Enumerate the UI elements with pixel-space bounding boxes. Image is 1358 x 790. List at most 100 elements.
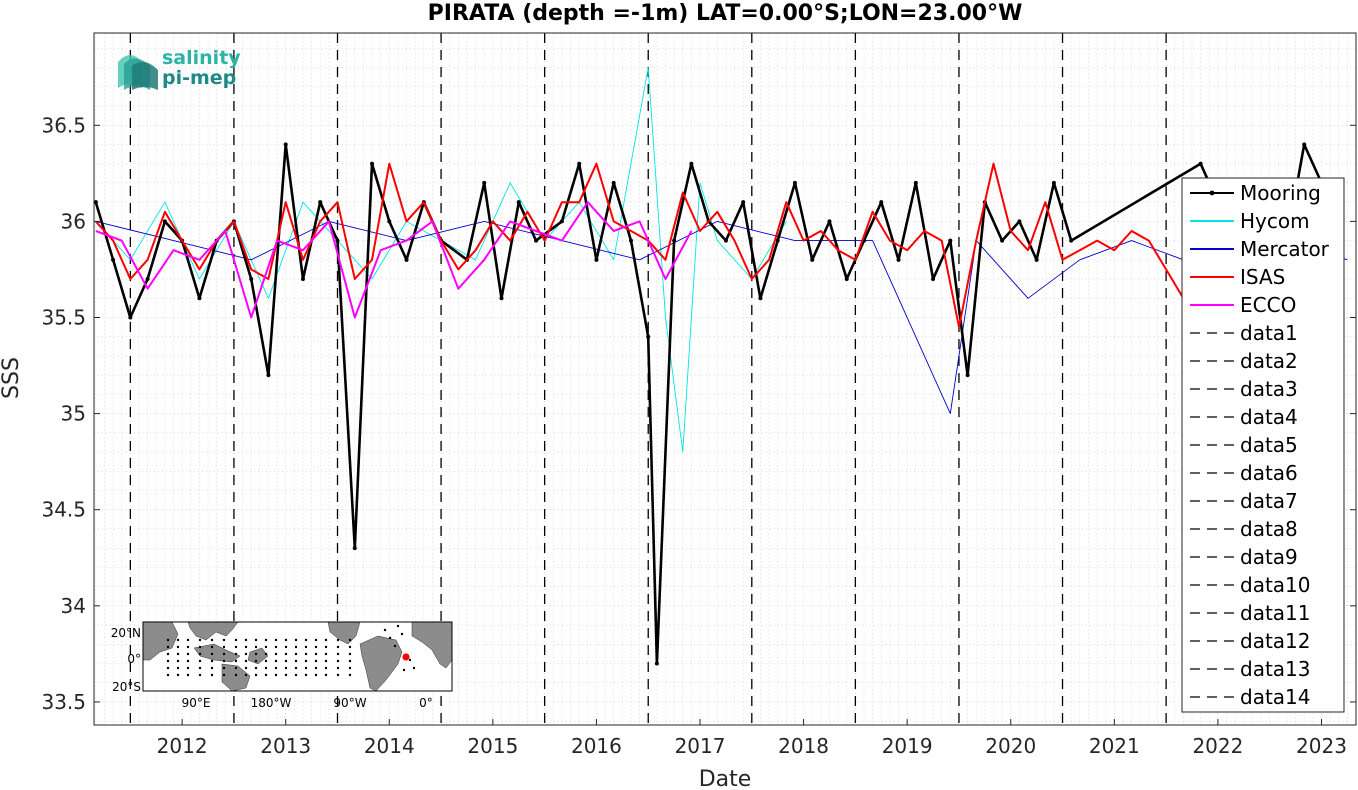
map-buoy-dot <box>166 666 170 670</box>
map-buoy-dot <box>284 652 288 656</box>
map-buoy-dot <box>284 645 288 649</box>
map-buoy-dot <box>186 673 190 677</box>
mooring-point <box>844 277 849 282</box>
map-buoy-dot <box>198 666 202 670</box>
legend-label: data12 <box>1240 629 1311 653</box>
legend-label: Mooring <box>1240 181 1321 205</box>
legend-label: data14 <box>1240 685 1311 709</box>
x-tick-label: 2013 <box>260 734 311 758</box>
map-buoy-dot <box>264 638 268 642</box>
x-tick-label: 2018 <box>778 734 829 758</box>
map-buoy-dot <box>166 673 170 677</box>
map-buoy-dot <box>314 673 318 677</box>
map-buoy-dot <box>324 659 328 663</box>
map-buoy-dot <box>254 638 258 642</box>
map-buoy-dot <box>244 659 248 663</box>
x-tick-label: 2014 <box>364 734 415 758</box>
legend-label: data10 <box>1240 573 1311 597</box>
map-buoy-dot <box>336 645 340 649</box>
map-buoy-dot <box>176 638 180 642</box>
legend-item-data10: data10 <box>1190 573 1311 597</box>
map-buoy-dot <box>348 659 352 663</box>
x-tick-label: 2015 <box>467 734 518 758</box>
map-buoy-dot <box>304 659 308 663</box>
map-buoy-dot <box>314 666 318 670</box>
map-buoy-dot <box>388 636 392 640</box>
mooring-point <box>197 296 202 301</box>
map-buoy-dot <box>324 673 328 677</box>
map-buoy-dot <box>166 638 170 642</box>
map-buoy-dot <box>284 659 288 663</box>
mooring-point <box>335 238 340 243</box>
mooring-point <box>896 257 901 262</box>
map-buoy-dot <box>210 666 214 670</box>
map-buoy-dot <box>274 638 278 642</box>
map-buoy-dot <box>198 659 202 663</box>
plot-border <box>93 32 1357 726</box>
map-buoy-dot <box>176 673 180 677</box>
map-lat-20n: 20°N <box>111 626 141 640</box>
map-buoy-dot <box>264 666 268 670</box>
map-buoy-dot <box>294 666 298 670</box>
legend-label: data3 <box>1240 377 1298 401</box>
map-buoy-dot <box>222 666 226 670</box>
map-buoy-dot <box>274 659 278 663</box>
map-buoy-dot <box>348 666 352 670</box>
map-buoy-dot <box>254 645 258 649</box>
map-buoy-dot <box>336 673 340 677</box>
map-buoy-dot <box>314 652 318 656</box>
x-tick-label: 2017 <box>675 734 726 758</box>
map-buoy-dot <box>284 638 288 642</box>
map-buoy-dot <box>294 638 298 642</box>
mooring-point <box>499 296 504 301</box>
y-tick-label: 35 <box>61 402 86 426</box>
mooring-point <box>1034 257 1039 262</box>
series-line-ecco <box>95 201 693 319</box>
map-buoy-dot <box>304 652 308 656</box>
map-buoy-dot <box>244 645 248 649</box>
map-buoy-dot <box>234 666 238 670</box>
map-buoy-dot <box>402 668 406 672</box>
mooring-point <box>1302 142 1307 147</box>
map-buoy-dot <box>222 673 226 677</box>
map-buoy-dot <box>234 659 238 663</box>
x-tick-label: 2023 <box>1296 734 1347 758</box>
mooring-point <box>404 257 409 262</box>
map-buoy-dot <box>222 638 226 642</box>
map-buoy-dot <box>254 652 258 656</box>
map-buoy-dot <box>244 673 248 677</box>
map-buoy-dot <box>198 673 202 677</box>
legend-item-data3: data3 <box>1190 377 1298 401</box>
map-buoy-dot <box>254 666 258 670</box>
inset-map-site-marker <box>402 653 410 661</box>
map-lat-20s: 20°S <box>112 680 141 694</box>
mooring-point <box>758 296 763 301</box>
map-buoy-dot <box>234 645 238 649</box>
mooring-point <box>370 161 375 166</box>
series-layer <box>94 67 1348 666</box>
x-axis-ticks: 2012 2013 2014 2015 2016 2017 2018 2019 2020 2021… <box>157 719 1347 758</box>
mooring-point <box>810 257 815 262</box>
mooring-point <box>931 277 936 282</box>
y-axis-ticks: 33.5 34 34.5 35 35.5 36 36.5 <box>41 113 1356 714</box>
legend-item-data1: data1 <box>1190 321 1298 345</box>
map-buoy-dot <box>284 673 288 677</box>
legend-item-data5: data5 <box>1190 433 1298 457</box>
map-buoy-dot <box>336 638 340 642</box>
mooring-point <box>913 180 918 185</box>
x-axis-label: Date <box>699 767 752 790</box>
map-buoy-dot <box>348 645 352 649</box>
map-buoy-dot <box>412 666 416 670</box>
map-buoy-dot <box>176 666 180 670</box>
mooring-point <box>1051 180 1056 185</box>
mooring-point <box>1198 161 1203 166</box>
legend-label: Hycom <box>1240 209 1310 233</box>
map-buoy-dot <box>396 624 400 628</box>
mooring-point <box>387 219 392 224</box>
legend-item-data14: data14 <box>1190 685 1311 709</box>
map-buoy-dot <box>294 652 298 656</box>
legend-label: data8 <box>1240 517 1298 541</box>
legend-item-hycom: Hycom <box>1190 209 1310 233</box>
map-buoy-dot <box>244 638 248 642</box>
